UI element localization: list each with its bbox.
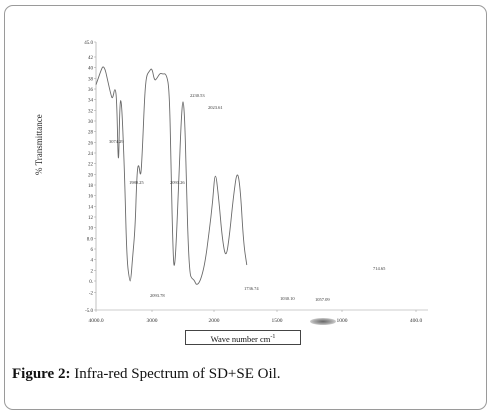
peak-annotation: 714.65 <box>373 266 386 271</box>
x-tick-label: 2000 <box>209 318 220 324</box>
peak-annotation: 1057.09 <box>315 297 330 302</box>
y-tick-label: 0. <box>89 280 93 285</box>
spectrum-line <box>95 66 248 285</box>
y-tick-label: 30 <box>88 120 94 125</box>
y-tick-label: 8.0 <box>87 237 94 242</box>
y-tick-label: 10 <box>88 227 94 232</box>
y-tick-label: -5.0 <box>85 309 93 314</box>
peak-annotation: 1736.74 <box>244 286 259 291</box>
caption-text: Infra-red Spectrum of SD+SE Oil. <box>70 366 281 382</box>
y-tick-label: 24 <box>88 152 94 157</box>
figure-caption: Figure 2: Infra-red Spectrum of SD+SE Oi… <box>12 366 281 383</box>
caption-label: Figure 2: <box>12 366 71 382</box>
y-tick-label: 2 <box>91 269 94 274</box>
y-tick-label: 26 <box>88 141 94 146</box>
y-tick-label: 20 <box>88 173 94 178</box>
x-tick-label: 4000.0 <box>88 318 103 324</box>
y-tick-label: 22 <box>88 163 94 168</box>
y-axis-label: % Transmittance <box>34 114 44 175</box>
y-tick-label: 42 <box>88 56 94 61</box>
y-tick-label: -2 <box>89 292 94 297</box>
peak-annotation: 2230.53 <box>190 93 205 98</box>
x-tick-label: 400.0 <box>410 318 423 324</box>
y-tick-label: 12 <box>88 216 94 221</box>
peak-annotation: 2093.26 <box>170 180 185 185</box>
y-tick-label: 14 <box>88 205 94 210</box>
y-tick-label: 34 <box>88 99 94 104</box>
scan-smudge <box>310 318 336 325</box>
peak-annotation: 2023.61 <box>208 105 223 110</box>
y-tick-label: 4 <box>91 259 94 264</box>
y-tick-label: 18 <box>88 184 94 189</box>
x-axis-label: Wave number cm-1 <box>185 330 301 345</box>
y-tick-label: 6 <box>91 248 94 253</box>
y-tick-label: 45.0 <box>84 41 93 46</box>
y-tick-label: 36 <box>88 88 94 93</box>
y-tick-label: 32 <box>88 109 94 114</box>
x-tick-label: 1000 <box>337 318 348 324</box>
peak-annotation: 3074.29 <box>109 139 124 144</box>
y-tick-label: 38 <box>88 77 94 82</box>
y-tick-label: 28 <box>88 131 94 136</box>
x-tick-label: 1500 <box>272 318 283 324</box>
peak-annotation: 2093.78 <box>150 293 165 298</box>
y-tick-label: 40 <box>88 67 94 72</box>
ir-spectrum-chart: 45.042403836343230282624222018161412108.… <box>84 41 428 324</box>
x-tick-label: 3000 <box>147 318 158 324</box>
peak-annotation: 1980.25 <box>129 180 144 185</box>
peak-annotation: 1030.10 <box>280 296 295 301</box>
y-tick-label: 16 <box>88 195 94 200</box>
